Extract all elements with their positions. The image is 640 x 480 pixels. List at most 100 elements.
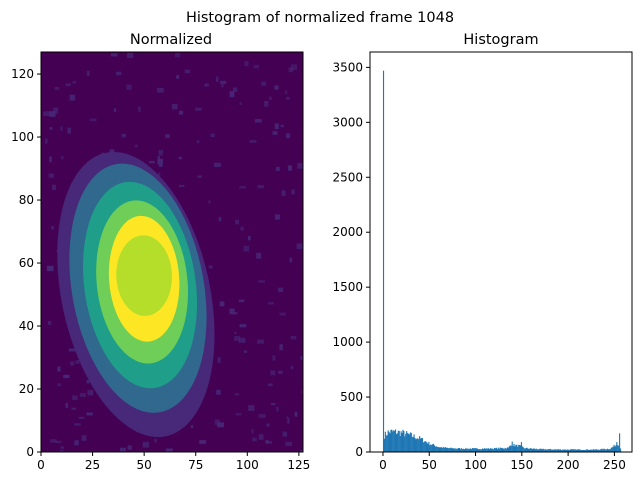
histogram-bar [557, 449, 560, 452]
histogram-bar [619, 433, 621, 452]
histogram-bar [468, 449, 470, 452]
histogram-bar [420, 438, 423, 452]
histogram-bar [529, 448, 531, 452]
noise-speckle [240, 226, 244, 231]
histogram-bar [482, 448, 484, 452]
histogram-bar [558, 449, 560, 452]
x-tick-label: 50 [422, 458, 437, 472]
noise-speckle [288, 67, 294, 73]
histogram-bar [519, 445, 522, 452]
normalized-y-ticks: 0 20 40 60 80 100 120 [11, 67, 41, 459]
histogram-bar [501, 447, 503, 452]
noise-speckle [72, 395, 78, 401]
noise-speckle [285, 441, 293, 446]
histogram-bar [569, 449, 571, 452]
histogram-bar [394, 429, 397, 452]
noise-speckle [196, 139, 200, 144]
noise-speckle [119, 447, 126, 452]
y-tick-label: 1000 [332, 335, 363, 349]
histogram-bar [478, 449, 480, 452]
histogram-bar [475, 448, 477, 452]
histogram-bar [568, 449, 570, 452]
histogram-bar [495, 447, 498, 452]
x-tick-label: 0 [37, 458, 45, 472]
noise-speckle [268, 96, 272, 100]
histogram-bar [494, 447, 496, 452]
y-tick-label: 120 [11, 67, 34, 81]
histogram-bar [441, 447, 443, 452]
noise-speckle [297, 162, 303, 169]
histogram-bar [544, 449, 547, 452]
noise-speckle [258, 434, 264, 440]
noise-speckle [134, 144, 138, 148]
histogram-bar [512, 445, 514, 452]
histogram-bar [555, 449, 557, 452]
y-tick-label: 60 [19, 256, 34, 270]
noise-speckle [138, 106, 141, 113]
histogram-bar [403, 431, 405, 452]
histogram-bar [582, 449, 585, 452]
noise-speckle [267, 383, 273, 386]
histogram-bar [414, 437, 416, 452]
histogram-bar [421, 437, 423, 452]
histogram-bar [390, 429, 392, 452]
histogram-bar [391, 429, 393, 452]
noise-speckle [158, 172, 161, 177]
noise-speckle [47, 321, 52, 325]
noise-speckle [265, 440, 269, 444]
noise-speckle [57, 383, 61, 387]
noise-speckle [234, 336, 240, 341]
noise-speckle [199, 440, 207, 444]
histogram-bar [514, 446, 516, 452]
noise-speckle [127, 52, 134, 59]
histogram-bar [440, 447, 442, 452]
histogram-bar [423, 441, 425, 452]
histogram-bar [499, 447, 501, 452]
histogram-bar [600, 448, 602, 452]
noise-speckle [294, 411, 298, 417]
histogram-bar [432, 444, 434, 452]
noise-speckle [126, 84, 132, 90]
histogram-bar [445, 447, 448, 452]
histogram-bar [397, 430, 399, 452]
histogram-bar [554, 449, 556, 452]
noise-speckle [244, 60, 249, 67]
histogram-bar [561, 449, 563, 452]
noise-speckle [243, 245, 250, 252]
histogram-bar [595, 449, 598, 452]
histogram-bar [583, 449, 585, 452]
histogram-x-ticks: 0 50 100 150 200 250 [379, 452, 626, 472]
histogram-bars [382, 70, 622, 452]
histogram-bar [511, 441, 513, 452]
x-tick-label: 150 [510, 458, 533, 472]
noise-speckle [214, 419, 220, 425]
histogram-bar [526, 447, 528, 452]
y-tick-label: 80 [19, 193, 34, 207]
histogram-bar [607, 448, 609, 452]
x-tick-label: 200 [557, 458, 580, 472]
noise-speckle [270, 370, 276, 376]
noise-speckle [72, 81, 77, 84]
histogram-bar [619, 448, 622, 452]
noise-speckle [277, 287, 284, 293]
histogram-bar [436, 446, 438, 452]
histogram-bar [603, 448, 605, 452]
histogram-bar [506, 448, 508, 452]
noise-speckle [65, 402, 68, 408]
histogram-bar [543, 448, 545, 452]
histogram-bar [462, 448, 464, 452]
noise-speckle [158, 149, 164, 156]
y-tick-label: 3000 [332, 115, 363, 129]
histogram-bar [422, 442, 424, 452]
noise-speckle [219, 301, 225, 307]
noise-speckle [267, 302, 274, 305]
histogram-bar [618, 445, 620, 452]
histogram-bar [591, 449, 593, 452]
noise-speckle [165, 448, 173, 452]
figure-suptitle: Histogram of normalized frame 1048 [186, 10, 454, 26]
noise-speckle [290, 335, 297, 340]
histogram-bar [464, 449, 466, 452]
histogram-bar [540, 448, 542, 452]
normalized-frame [40, 51, 304, 453]
